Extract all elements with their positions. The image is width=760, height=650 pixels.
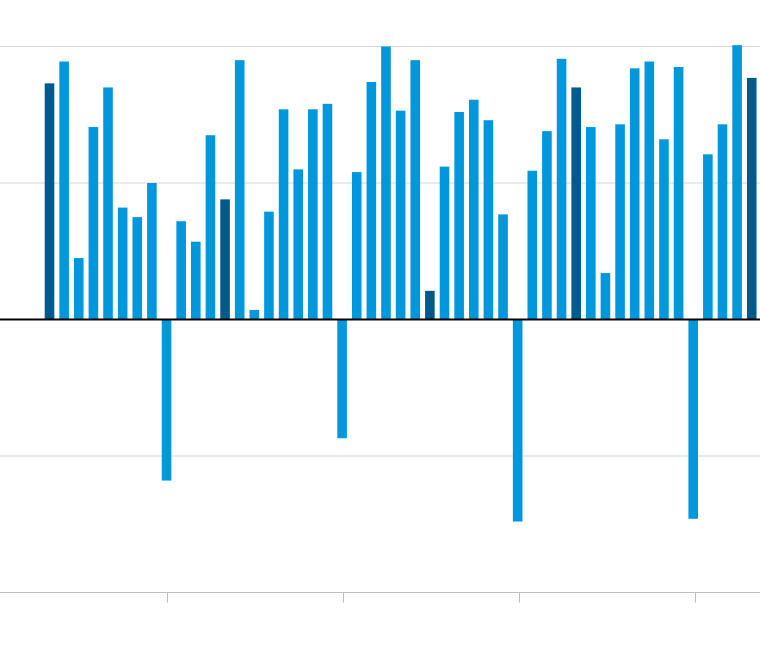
bar [103,87,113,320]
bar [395,110,406,320]
bar [381,46,391,320]
bar [468,99,479,320]
bar [249,309,260,320]
bar [234,60,245,320]
bar [351,172,362,320]
bar [322,103,333,320]
bar [44,83,55,320]
bar [132,217,143,320]
bar [571,87,581,320]
bar [220,199,230,320]
bar [732,45,742,320]
bar [688,319,699,519]
bar [586,127,596,320]
bar [498,214,508,320]
bar [337,319,347,439]
bar [659,139,669,320]
bar [600,273,611,320]
bar [117,207,128,320]
bar [746,77,757,320]
bar [176,221,186,320]
bar [556,58,567,320]
bar [615,124,625,320]
bar [293,169,304,320]
bar [147,183,157,320]
bar [629,68,640,320]
axes [0,318,760,603]
bar-series [44,45,757,522]
bar [673,66,684,320]
bar [73,258,84,320]
bar [191,241,201,320]
bar [425,290,435,320]
bar [161,319,172,481]
bar [205,135,216,320]
bar [644,61,655,320]
bar [512,319,523,522]
bar [454,112,464,320]
bar [717,124,728,320]
bar [88,127,99,320]
bar [278,109,289,320]
bar [483,120,494,320]
bar [410,60,421,320]
gridlines [0,46,760,593]
bar [703,154,713,320]
bar [59,61,69,320]
bar [264,211,274,320]
bar [308,109,318,320]
bar [439,166,450,320]
bar [527,170,538,320]
bar [542,131,552,320]
bar [366,81,377,320]
